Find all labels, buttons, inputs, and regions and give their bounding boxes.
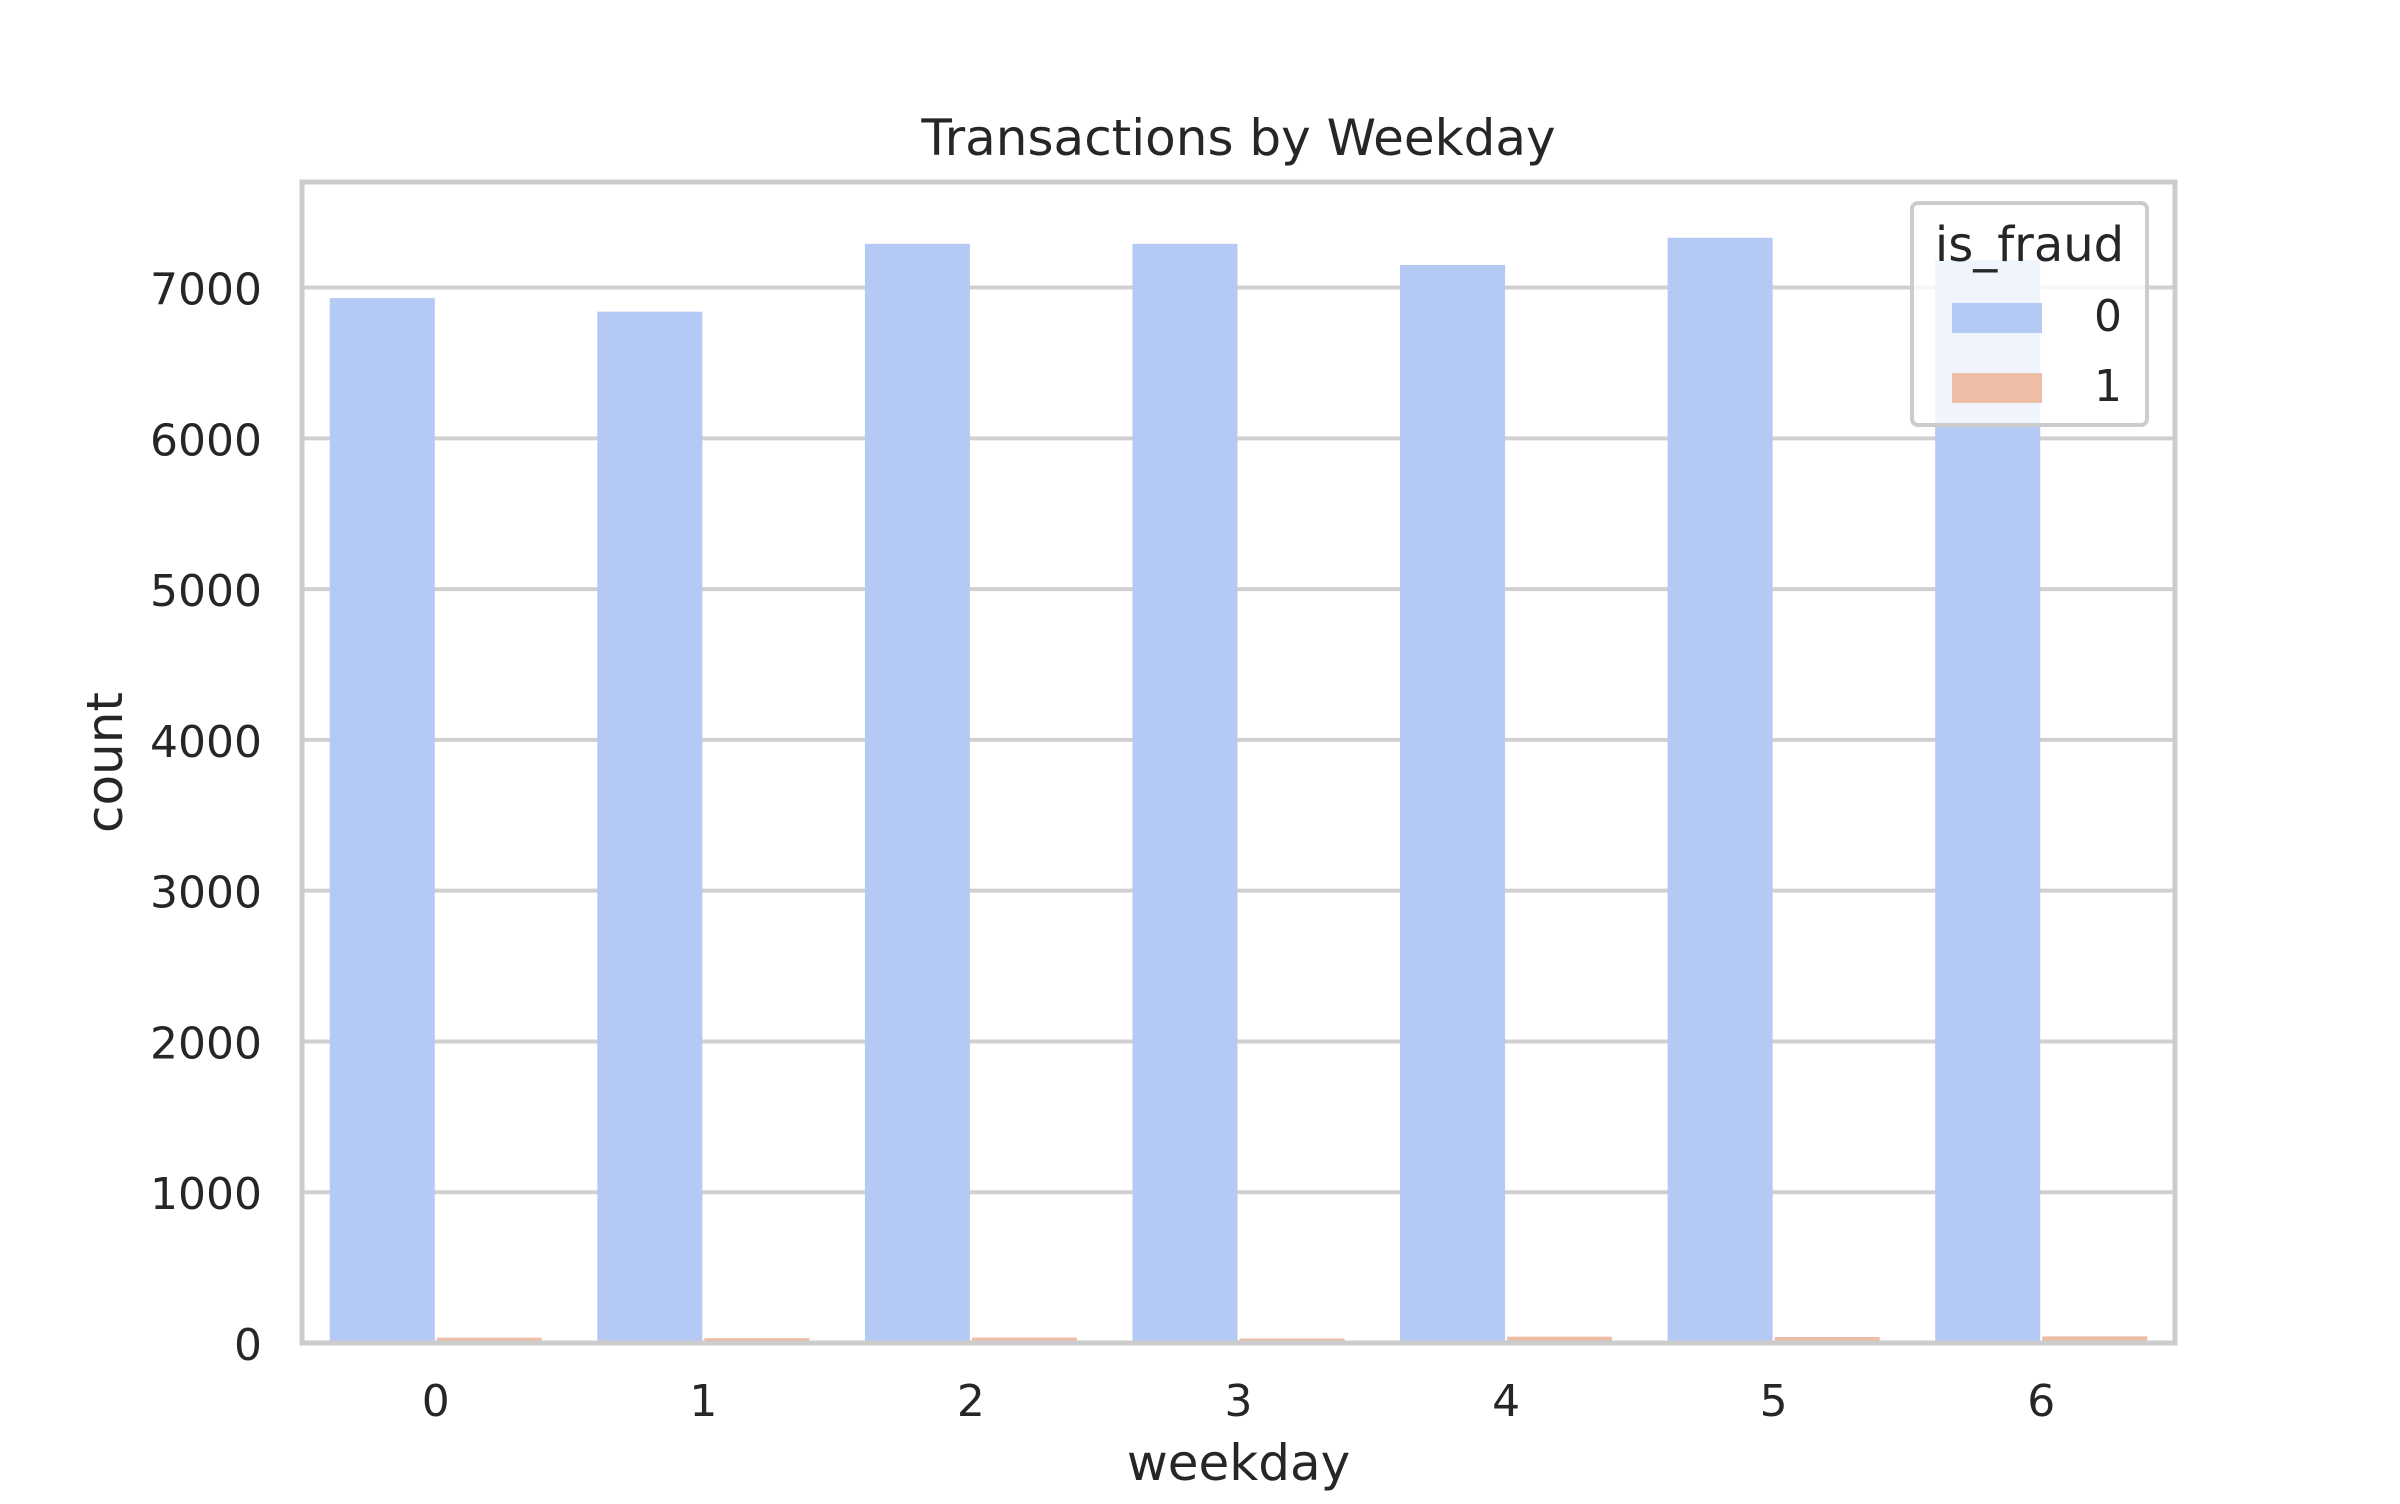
y-tick-label: 4000 [150, 717, 262, 768]
y-axis-label: count [76, 692, 134, 833]
y-tick-label: 3000 [150, 868, 262, 919]
y-tick-label: 5000 [150, 566, 262, 617]
bar-weekday-3-series-0 [1132, 244, 1237, 1343]
plot-frame [302, 182, 2175, 1343]
x-tick-label: 2 [957, 1376, 985, 1427]
bar-weekday-0-series-0 [330, 298, 435, 1343]
x-tick-label: 4 [1492, 1376, 1520, 1427]
legend-label-1: 1 [2094, 361, 2122, 412]
bars [330, 238, 2147, 1343]
x-tick-label: 5 [1760, 1376, 1788, 1427]
legend-swatch-0 [1952, 303, 2042, 333]
y-tick-label: 7000 [150, 265, 262, 316]
legend-label-0: 0 [2094, 291, 2122, 342]
bar-weekday-1-series-0 [597, 312, 702, 1343]
grid-lines [302, 288, 2175, 1343]
y-tick-labels: 0 1000 2000 3000 4000 5000 6000 7000 [150, 265, 262, 1371]
x-tick-label: 6 [2027, 1376, 2055, 1427]
x-axis-label: weekday [1127, 1434, 1350, 1492]
x-tick-label: 0 [422, 1376, 450, 1427]
legend: is_fraud 0 1 [1912, 203, 2147, 425]
x-tick-labels: 0 1 2 3 4 5 6 [422, 1376, 2055, 1427]
y-tick-label: 0 [234, 1320, 262, 1371]
y-tick-label: 1000 [150, 1169, 262, 1220]
y-tick-label: 6000 [150, 415, 262, 466]
legend-title: is_fraud [1935, 217, 2124, 273]
x-tick-label: 3 [1225, 1376, 1253, 1427]
y-tick-label: 2000 [150, 1018, 262, 1069]
bar-weekday-2-series-0 [865, 244, 970, 1343]
bar-weekday-5-series-0 [1668, 238, 1773, 1343]
x-tick-label: 1 [689, 1376, 717, 1427]
bar-weekday-4-series-0 [1400, 265, 1505, 1343]
legend-swatch-1 [1952, 373, 2042, 403]
chart-title: Transactions by Weekday [920, 109, 1555, 167]
